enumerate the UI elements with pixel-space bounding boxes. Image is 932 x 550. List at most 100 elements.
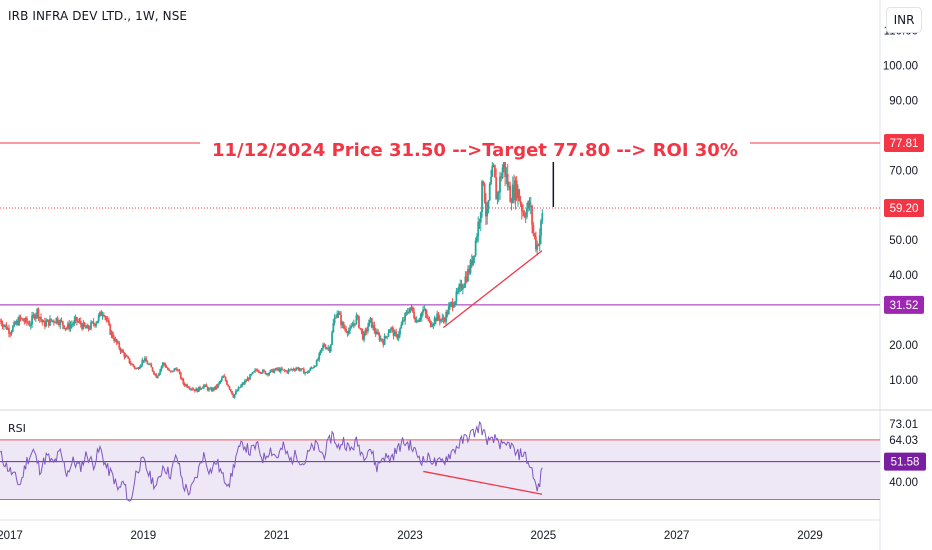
- candle-body: [484, 201, 487, 217]
- candle-body: [268, 372, 271, 375]
- price-tick-label: 70.00: [889, 165, 918, 177]
- time-tick-label: 2017: [0, 530, 23, 542]
- candle-body: [158, 373, 160, 376]
- candle-body: [383, 336, 386, 345]
- candle-body: [395, 331, 398, 335]
- candle-body: [10, 331, 13, 334]
- candle-body: [424, 309, 427, 314]
- candle-body: [86, 325, 89, 329]
- price-tick-label: 40.00: [889, 270, 918, 282]
- candle-body: [100, 311, 103, 316]
- candle-body: [22, 318, 24, 321]
- candle-body: [49, 318, 51, 326]
- candle-body: [387, 332, 390, 337]
- candle-body: [137, 368, 140, 370]
- candle-body: [120, 350, 123, 352]
- candle-body: [1, 324, 4, 327]
- price-tick-label: 20.00: [889, 340, 918, 352]
- candle-body: [409, 307, 412, 313]
- candle-body: [381, 338, 383, 342]
- candle-body: [474, 240, 477, 256]
- candle-body: [151, 367, 154, 372]
- candle-body: [297, 367, 300, 371]
- candle-body: [431, 325, 433, 327]
- candle-body: [165, 366, 168, 368]
- candle-body: [60, 320, 63, 322]
- candle-body: [133, 366, 136, 369]
- candle-body: [487, 200, 490, 209]
- candle-body: [237, 387, 240, 391]
- candle-body: [196, 388, 199, 392]
- currency-button[interactable]: INR: [886, 7, 922, 33]
- candle-body: [368, 319, 371, 327]
- candle-body: [378, 334, 381, 341]
- candle-body: [376, 331, 378, 335]
- candle-body: [51, 320, 54, 322]
- candle-body: [132, 364, 135, 367]
- candle-body: [242, 383, 245, 385]
- candle-body: [477, 221, 480, 237]
- candle-body: [465, 276, 468, 282]
- candle-body: [478, 221, 481, 223]
- candle-body: [128, 358, 131, 364]
- candle-body: [410, 306, 413, 308]
- candle-body: [187, 387, 190, 389]
- candle-body: [228, 386, 231, 390]
- candle-body: [15, 320, 18, 325]
- candle-body: [326, 347, 328, 349]
- candle-body: [334, 317, 337, 319]
- candle-body: [497, 192, 500, 194]
- candle-body: [141, 359, 144, 365]
- candle-body: [78, 321, 81, 323]
- candle-body: [502, 161, 505, 168]
- candle-body: [358, 316, 360, 328]
- candle-body: [193, 389, 196, 392]
- candle-body: [372, 324, 374, 328]
- candle-body: [8, 328, 10, 334]
- candle-body: [324, 346, 327, 349]
- candle-body: [84, 326, 87, 329]
- candle-body: [269, 370, 272, 373]
- candle-body: [79, 321, 82, 325]
- candle-body: [432, 323, 435, 326]
- candle-body: [210, 388, 213, 392]
- candle-body: [131, 364, 133, 366]
- candle-body: [233, 394, 236, 398]
- candle-body: [464, 276, 467, 286]
- candle-body: [523, 212, 526, 217]
- candle-body: [522, 210, 524, 213]
- candle-body: [42, 320, 45, 323]
- candle-body: [161, 362, 164, 367]
- candle-body: [279, 368, 282, 372]
- candle-body: [167, 367, 169, 370]
- price-label-bg: [884, 295, 924, 314]
- candle-body: [204, 384, 207, 386]
- candle-body: [374, 330, 377, 335]
- candle-body: [341, 322, 344, 325]
- candle-body: [283, 369, 286, 371]
- candle-body: [306, 371, 309, 373]
- candle-body: [418, 319, 421, 322]
- candle-body: [402, 320, 405, 322]
- candle-body: [256, 369, 259, 372]
- candle-body: [299, 369, 301, 371]
- candle-body: [119, 348, 122, 352]
- candle-body: [261, 370, 264, 373]
- candle-body: [322, 344, 324, 349]
- candle-body: [251, 372, 254, 374]
- candle-body: [150, 364, 153, 368]
- candle-body: [55, 317, 58, 323]
- candle-body: [152, 371, 155, 374]
- candle-body: [422, 309, 424, 313]
- candle-body: [274, 368, 277, 371]
- candle-body: [331, 332, 333, 345]
- candle-body: [519, 200, 522, 205]
- candle-body: [220, 377, 223, 381]
- candle-body: [414, 318, 417, 323]
- candle-body: [20, 318, 23, 320]
- candle-body: [214, 385, 217, 390]
- candle-body: [201, 387, 204, 389]
- candle-body: [209, 388, 212, 390]
- price-trend-line: [442, 250, 543, 329]
- candle-body: [46, 319, 49, 322]
